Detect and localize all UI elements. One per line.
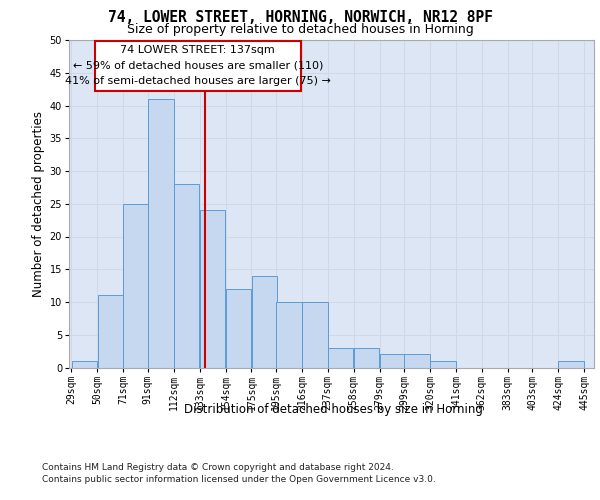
Bar (148, 99, 173, 367)
Bar (71, 361, 97, 368)
Text: Size of property relative to detached houses in Horning: Size of property relative to detached ho… (127, 22, 473, 36)
Text: Contains public sector information licensed under the Open Government Licence v3: Contains public sector information licen… (42, 475, 436, 484)
Bar (380, 354, 405, 368)
Text: 74 LOWER STREET: 137sqm: 74 LOWER STREET: 137sqm (121, 44, 275, 54)
Bar (559, 361, 584, 368)
Y-axis label: Number of detached properties: Number of detached properties (32, 111, 46, 296)
Text: ← 59% of detached houses are smaller (110): ← 59% of detached houses are smaller (11… (73, 60, 323, 70)
Text: 74, LOWER STREET, HORNING, NORWICH, NR12 8PF: 74, LOWER STREET, HORNING, NORWICH, NR12… (107, 10, 493, 25)
Bar (404, 354, 430, 368)
Bar (95, 42, 301, 91)
Bar (354, 348, 379, 368)
Bar (251, 276, 277, 368)
Bar (328, 348, 353, 368)
Text: Contains HM Land Registry data © Crown copyright and database right 2024.: Contains HM Land Registry data © Crown c… (42, 462, 394, 471)
Text: 41% of semi-detached houses are larger (75) →: 41% of semi-detached houses are larger (… (65, 76, 331, 86)
Text: Distribution of detached houses by size in Horning: Distribution of detached houses by size … (184, 402, 482, 415)
Bar (430, 361, 456, 368)
Bar (174, 184, 199, 368)
Bar (276, 302, 302, 368)
Bar (98, 296, 123, 368)
Bar (200, 210, 226, 368)
Bar (226, 289, 251, 368)
Bar (124, 204, 149, 368)
Bar (302, 302, 328, 368)
